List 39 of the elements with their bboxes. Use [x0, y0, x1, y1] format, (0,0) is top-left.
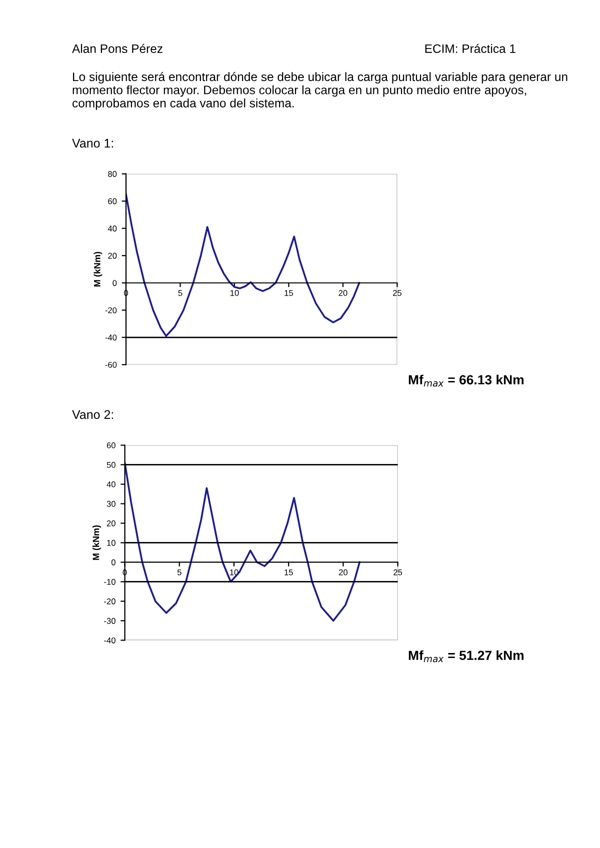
x-tick-label: 25 — [392, 290, 402, 296]
x-tick-label: 15 — [284, 290, 294, 296]
text: ECIM: Práctica 1 — [425, 44, 516, 53]
y-tick-label: 80 — [108, 171, 117, 177]
text: Lo siguiente será encontrar dónde se debe ubicar la carga puntual variable para generar un momento flector mayor. Debemos colocar la carga en un punto medio entre apoyos, comprobamos en cada vano del sistema. — [72, 72, 568, 110]
y-tick-label: -60 — [105, 362, 117, 368]
x-tick-label: 25 — [394, 569, 402, 576]
y-tick-label: 20 — [106, 520, 116, 526]
x-tick-label: 5 — [178, 290, 182, 296]
text: Alan Pons Pérez — [72, 44, 162, 53]
y-tick-label: 10 — [107, 540, 116, 546]
y-tick-label: 0 — [111, 559, 116, 566]
y-tick-label: 30 — [106, 500, 116, 507]
x-tick-label: 20 — [338, 290, 348, 296]
y-tick-label: -40 — [104, 637, 116, 644]
y-tick-label: -20 — [105, 307, 117, 314]
y-tick-label: 60 — [108, 198, 117, 204]
x-tick-label: 20 — [338, 569, 348, 576]
y-tick-label: 50 — [106, 462, 116, 468]
y-tick-label: 40 — [108, 226, 117, 232]
text: Mf$_{max}$ = 66.13 kNm — [408, 374, 524, 387]
y-tick-label: 20 — [108, 252, 117, 259]
chart-title: Vano 2: — [72, 410, 114, 419]
line-series — [124, 462, 360, 622]
y-tick-label: 60 — [106, 442, 116, 448]
y-axis-title: M (kNm) — [92, 525, 101, 560]
y-tick-label: -20 — [104, 598, 116, 604]
y-tick-label: -30 — [104, 618, 116, 624]
y-tick-label: -10 — [104, 578, 116, 585]
x-tick-label: 5 — [177, 569, 182, 576]
chart-title: Vano 1: — [72, 138, 114, 148]
y-tick-label: 0 — [112, 280, 117, 286]
line-series — [126, 193, 360, 337]
y-axis-title: M (kNm) — [94, 252, 102, 286]
x-tick-label: 10 — [230, 290, 239, 296]
text: Mf$_{max}$ = 51.27 kNm — [408, 650, 524, 662]
x-tick-label: 15 — [284, 569, 293, 576]
y-tick-label: 40 — [106, 481, 116, 488]
y-tick-label: -40 — [105, 334, 117, 340]
